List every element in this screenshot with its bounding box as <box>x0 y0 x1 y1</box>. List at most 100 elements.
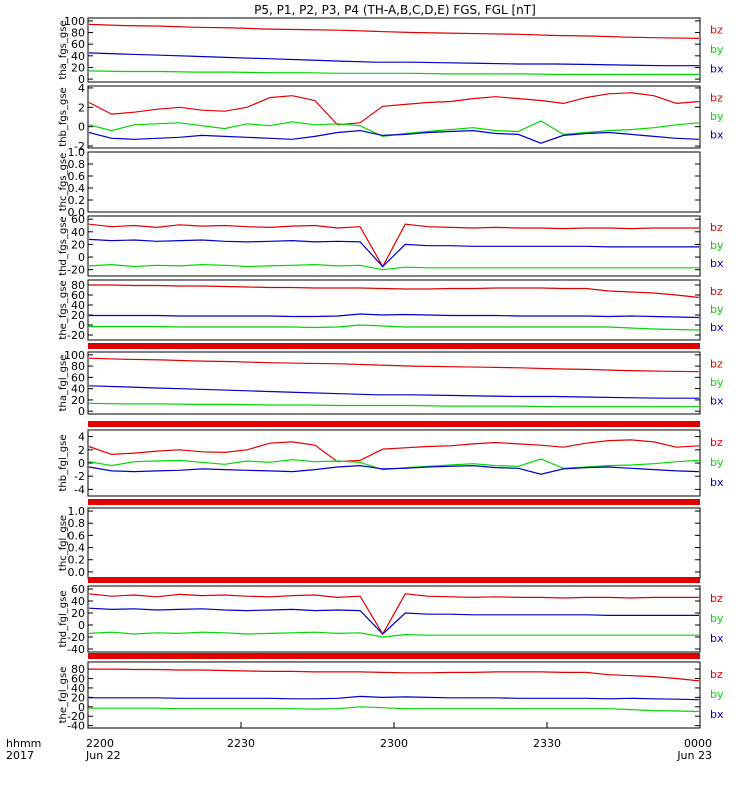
legend-bz: bz <box>710 91 723 104</box>
y-tick-label: 0 <box>78 457 85 470</box>
y-tick-label: 60 <box>71 213 85 226</box>
red-separator-bar <box>88 421 700 427</box>
series-line-bx <box>89 695 700 701</box>
time-axis-year-label: 2017 <box>6 749 34 762</box>
y-tick-label: 60 <box>71 289 85 302</box>
y-tick-label: 100 <box>64 349 85 362</box>
y-axis-label: tha_fgs_gse <box>58 20 69 79</box>
y-tick-label: 20 <box>71 238 85 251</box>
series-line-bz <box>88 92 700 126</box>
y-tick-label: 0 <box>78 405 85 418</box>
legend-bz: bz <box>710 592 723 605</box>
legend-bz: bz <box>710 357 723 370</box>
legend-bz: bz <box>710 285 723 298</box>
y-axis-label: tha_fgl_gse <box>58 355 69 412</box>
time-tick-label: 2300 <box>380 737 408 750</box>
panel-thb_fgs_gse: 4 2 0 -2 thb_fgs_gse bz by bx <box>58 82 724 153</box>
legend-bx: bx <box>710 257 724 270</box>
legend-bx: bx <box>710 62 724 75</box>
y-tick-label: 40 <box>71 595 85 608</box>
y-tick-label: -20 <box>67 631 85 644</box>
y-tick-label: 2 <box>78 101 85 114</box>
y-tick-label: 0 <box>78 73 85 86</box>
series-line-bz <box>88 223 699 268</box>
y-tick-label: 0 <box>78 701 85 714</box>
legend-by: by <box>710 43 724 56</box>
y-tick-label: 0.4 <box>68 182 86 195</box>
series-line-by <box>89 706 700 713</box>
legend-by: by <box>710 456 724 469</box>
legend-bx: bx <box>710 395 724 408</box>
legend-bz: bz <box>710 668 723 681</box>
y-tick-label: 0.8 <box>68 158 86 171</box>
legend-by: by <box>710 612 724 625</box>
legend-by: by <box>710 688 724 701</box>
legend-by: by <box>710 376 724 389</box>
y-axis-label: thc_fgl_gse <box>58 515 69 571</box>
series-line-bx <box>88 607 699 635</box>
y-tick-label: 4 <box>78 82 85 95</box>
y-tick-label: -4 <box>74 483 85 496</box>
y-tick-label: 60 <box>71 583 85 596</box>
series-line-bx <box>88 464 700 475</box>
y-tick-label: -20 <box>67 710 85 723</box>
y-tick-label: 40 <box>71 682 85 695</box>
y-tick-label: 0.2 <box>68 194 86 207</box>
y-tick-label: 0.4 <box>68 542 86 555</box>
y-tick-label: -20 <box>67 264 85 277</box>
y-tick-label: 0.0 <box>68 206 86 219</box>
panel-thb_fgl_gse: 420-2-4 thb_fgl_gse bz by bx <box>58 429 724 497</box>
time-tick-label: 2200 <box>86 737 114 750</box>
legend-by: by <box>710 239 724 252</box>
y-tick-label: 1.0 <box>68 505 86 518</box>
legend-bx: bx <box>710 632 724 645</box>
time-tick-label: 2230 <box>227 737 255 750</box>
red-separator-bar <box>88 499 700 505</box>
y-tick-label: -2 <box>74 470 85 483</box>
panel-frame <box>87 661 701 729</box>
y-tick-label: -20 <box>67 329 85 342</box>
panel-frame <box>87 215 701 277</box>
series-line-bx <box>89 313 700 319</box>
y-tick-label: -2 <box>74 140 85 153</box>
series-line-bz <box>89 668 700 682</box>
panel-frame <box>87 17 701 83</box>
y-tick-label: 0 <box>78 619 85 632</box>
legend-bx: bx <box>710 476 724 489</box>
time-date-label: Jun 23 <box>676 749 712 762</box>
y-tick-label: 4 <box>78 431 85 444</box>
y-tick-label: 60 <box>71 38 85 51</box>
y-tick-label: 60 <box>71 673 85 686</box>
y-tick-label: 40 <box>71 299 85 312</box>
y-tick-label: 60 <box>71 371 85 384</box>
y-tick-label: 0 <box>78 121 85 134</box>
y-tick-label: 0 <box>78 319 85 332</box>
y-tick-label: 40 <box>71 383 85 396</box>
y-tick-label: 20 <box>71 607 85 620</box>
panel-frame <box>87 85 701 149</box>
time-axis-row-label: hhmm <box>6 737 41 750</box>
legend-by: by <box>710 303 724 316</box>
series-line-by <box>89 324 700 331</box>
y-tick-label: 0.6 <box>68 170 86 183</box>
series-line-by <box>88 263 699 271</box>
panel-frame <box>87 429 701 497</box>
series-line-bx <box>88 238 699 268</box>
y-tick-label: 0 <box>78 251 85 264</box>
series-line-bz <box>88 593 699 636</box>
y-tick-label: 2 <box>78 444 85 457</box>
series-line-bx <box>88 129 700 144</box>
panel-frame <box>87 585 701 653</box>
y-tick-label: 40 <box>71 50 85 63</box>
y-axis-label: thd_fgs_gse <box>58 216 69 275</box>
y-tick-label: 80 <box>71 279 85 292</box>
panel-frame <box>87 279 701 341</box>
series-line-bz <box>88 439 700 463</box>
y-axis-label: thc_fgs_gse <box>58 153 69 212</box>
y-tick-label: 0.0 <box>68 566 86 579</box>
